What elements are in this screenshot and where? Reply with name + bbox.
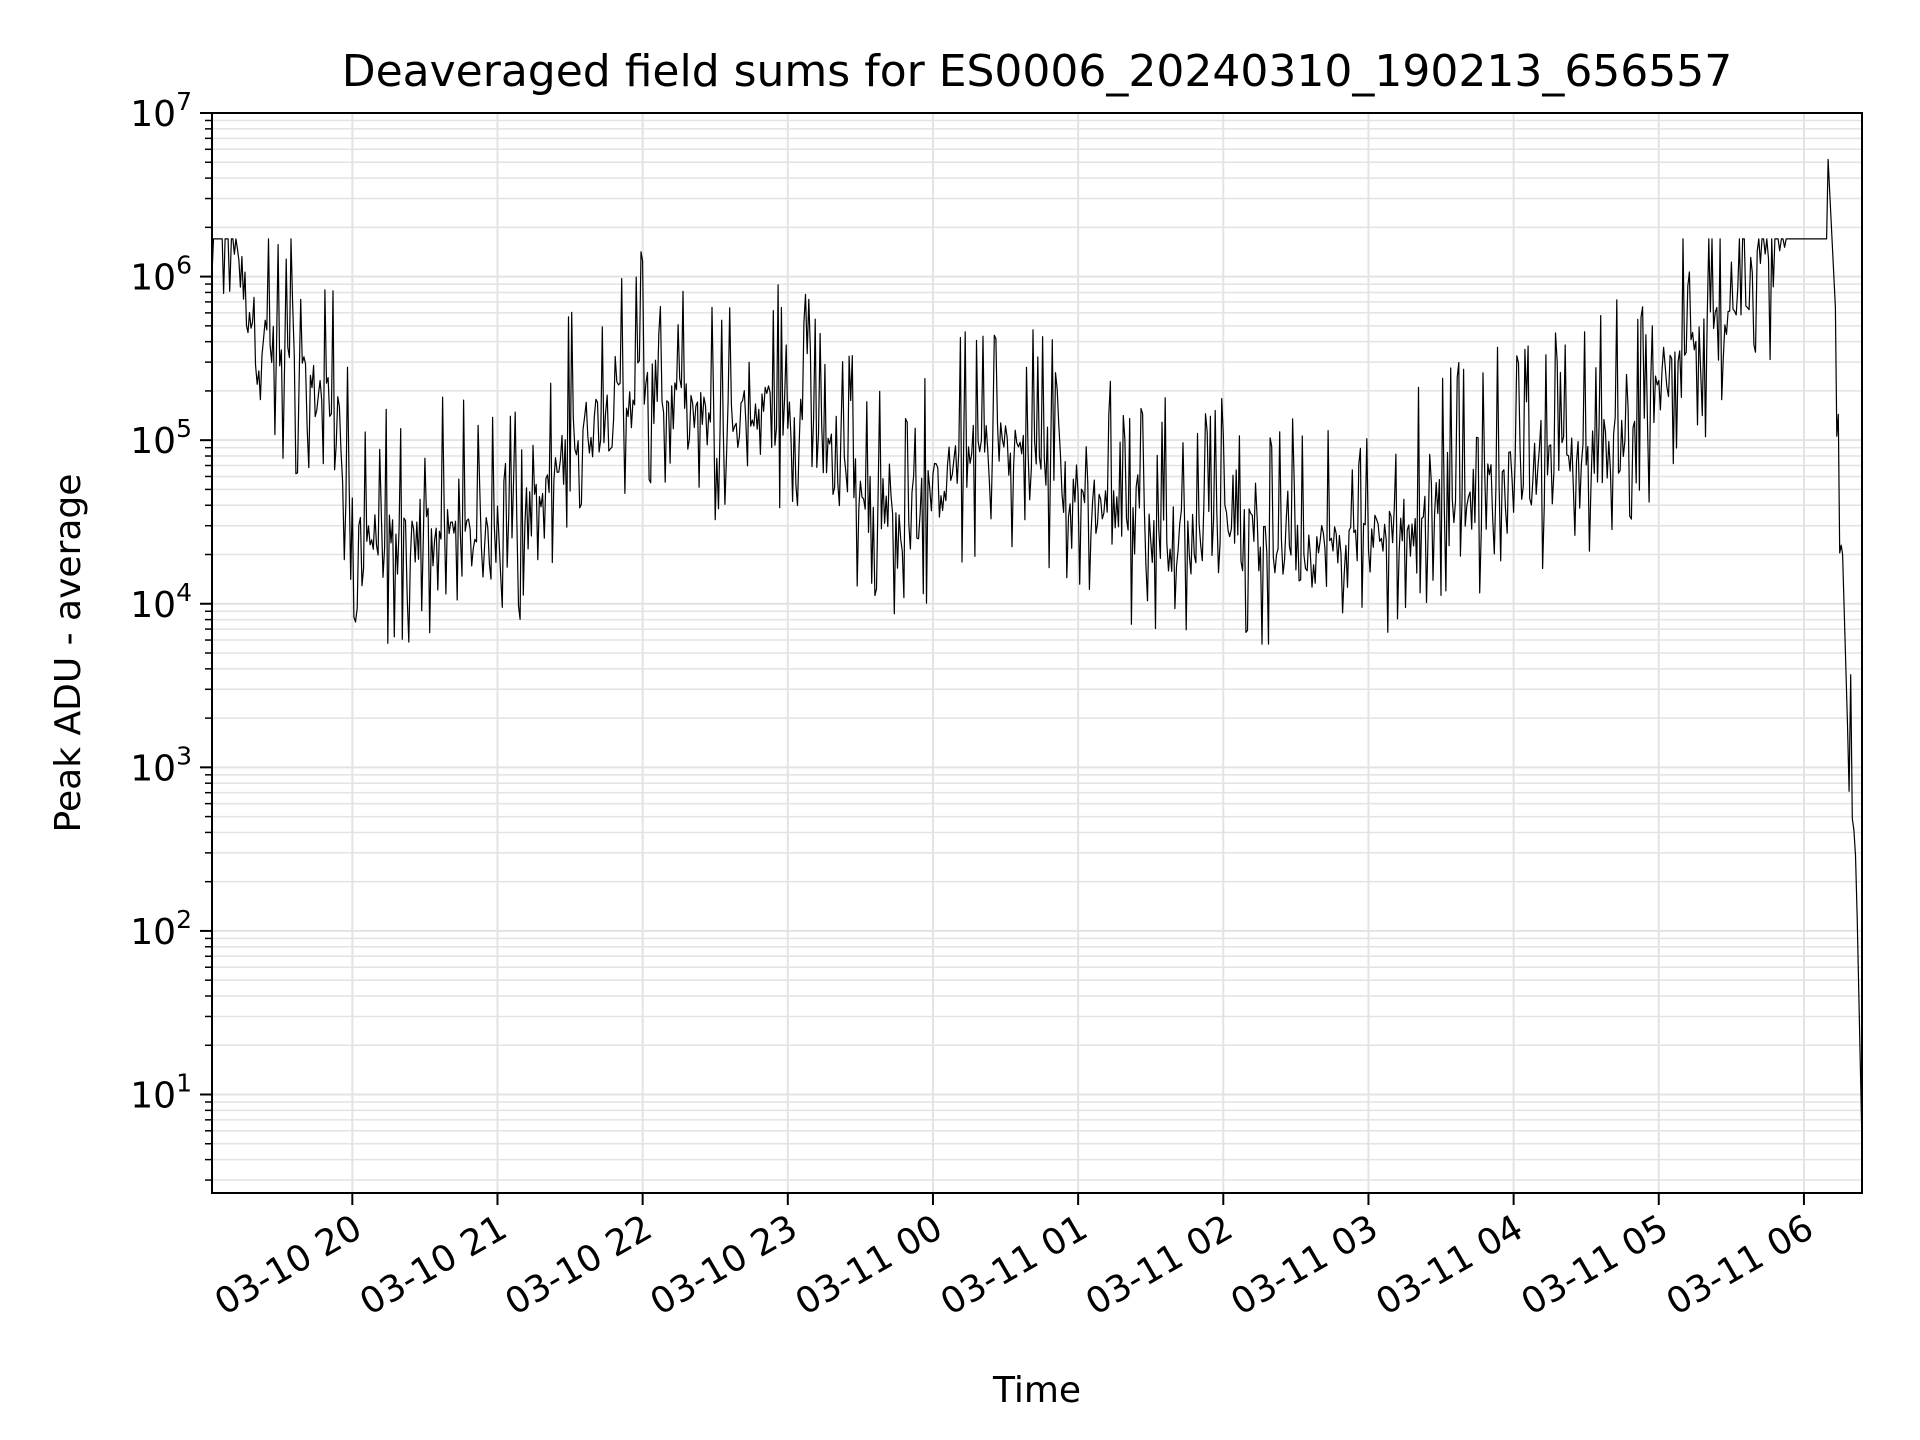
y-tick-base: 10 <box>130 1076 176 1117</box>
y-tick-label: 101 <box>130 1069 192 1117</box>
series-line <box>212 158 1862 1144</box>
x-axis-label: Time <box>992 1370 1081 1411</box>
y-tick-exponent: 2 <box>176 905 192 934</box>
y-tick-base: 10 <box>130 421 176 462</box>
y-tick-label: 106 <box>130 251 192 299</box>
y-tick-base: 10 <box>130 258 176 299</box>
y-tick-exponent: 6 <box>176 251 192 280</box>
y-tick-label: 107 <box>130 87 192 135</box>
y-tick-exponent: 1 <box>176 1069 192 1098</box>
y-tick-base: 10 <box>130 748 176 789</box>
grid <box>212 112 1862 1193</box>
y-axis-label: Peak ADU - average <box>48 474 89 833</box>
y-tick-label: 103 <box>130 741 192 789</box>
y-tick-label: 104 <box>130 578 192 626</box>
y-tick-exponent: 5 <box>176 414 192 443</box>
y-tick-base: 10 <box>130 94 176 135</box>
y-tick-exponent: 7 <box>176 87 192 116</box>
y-tick-exponent: 3 <box>176 741 192 770</box>
y-tick-label: 102 <box>130 905 192 953</box>
y-tick-exponent: 4 <box>176 578 192 607</box>
series-layer <box>212 158 1862 1144</box>
y-tick-label: 105 <box>130 414 192 462</box>
y-tick-base: 10 <box>130 912 176 953</box>
chart-title: Deaveraged field sums for ES0006_2024031… <box>342 46 1733 97</box>
y-tick-base: 10 <box>130 585 176 626</box>
